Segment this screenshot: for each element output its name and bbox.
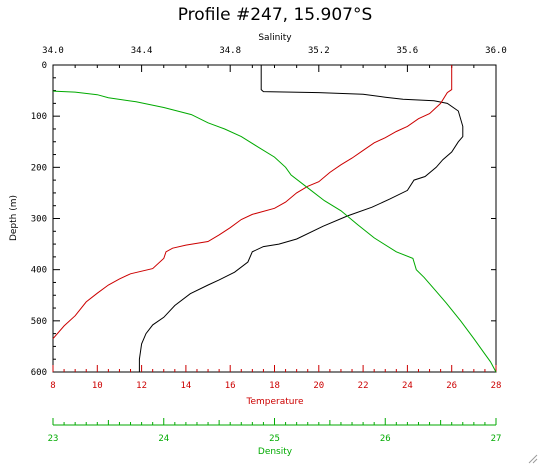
density-tick-label: 25 (269, 434, 280, 444)
y-tick-label: 200 (31, 163, 47, 173)
temperature-tick-label: 10 (92, 381, 103, 391)
density-profile-line (52, 90, 497, 373)
temperature-tick-label: 8 (50, 381, 55, 391)
density-tick-label: 27 (491, 434, 502, 444)
y-tick-label: 0 (42, 61, 47, 71)
salinity-tick-label: 34.4 (131, 46, 153, 56)
temperature-tick-label: 26 (446, 381, 457, 391)
density-tick-label: 23 (48, 434, 59, 444)
salinity-tick-label: 34.8 (219, 46, 241, 56)
y-tick-label: 300 (31, 215, 47, 225)
temperature-profile-line (52, 65, 453, 340)
temperature-tick-label: 22 (358, 381, 369, 391)
temperature-tick-label: 24 (402, 381, 413, 391)
depth-axis-label: Depth (m) (9, 195, 19, 241)
density-tick-label: 24 (158, 434, 169, 444)
temperature-tick-label: 20 (313, 381, 324, 391)
temperature-axis-label: Temperature (245, 397, 303, 407)
salinity-tick-label: 35.6 (397, 46, 419, 56)
temperature-tick-label: 14 (180, 381, 191, 391)
resize-grip-icon[interactable] (526, 452, 538, 464)
y-tick-label: 600 (31, 368, 47, 378)
salinity-tick-label: 36.0 (485, 46, 507, 56)
temperature-tick-label: 28 (491, 381, 502, 391)
temperature-tick-label: 12 (136, 381, 147, 391)
plot-frame (52, 64, 497, 373)
density-axis-label: Density (258, 447, 293, 457)
y-tick-label: 500 (31, 317, 47, 327)
density-tick-label: 26 (380, 434, 391, 444)
salinity-profile-line (138, 65, 464, 372)
chart-title: Profile #247, 15.907°S (178, 5, 373, 25)
salinity-tick-label: 34.0 (42, 46, 64, 56)
salinity-axis-label: Salinity (258, 33, 292, 43)
y-tick-label: 400 (31, 266, 47, 276)
y-tick-label: 100 (31, 112, 47, 122)
temperature-tick-label: 16 (225, 381, 236, 391)
salinity-tick-label: 35.2 (308, 46, 330, 56)
temperature-tick-label: 18 (269, 381, 280, 391)
